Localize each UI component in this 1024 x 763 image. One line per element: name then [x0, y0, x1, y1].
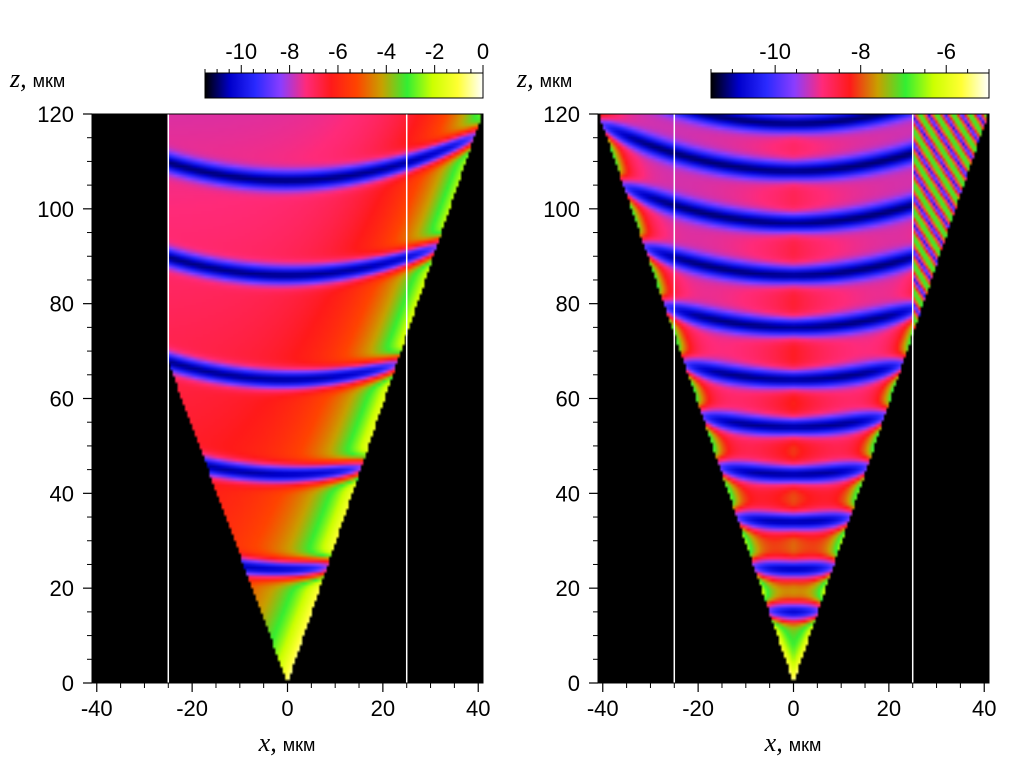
y-tick-label: 0: [568, 671, 580, 696]
x-axis-unit: мкм: [283, 735, 316, 755]
z-axis-unit: мкм: [33, 71, 66, 91]
y-tick-label: 100: [37, 197, 74, 222]
z-axis-variable: z,: [516, 64, 534, 93]
right-heatmap-panel: -40 -20 0 20 40 0 20 40 60 80 100 120 x, мкм z, мкм -10 -…: [516, 39, 996, 757]
colorbar-tick-label: -2: [425, 39, 445, 64]
colorbar-tick-label: -10: [225, 39, 257, 64]
y-tick-label: 20: [50, 576, 74, 601]
y-tick-label: 0: [62, 671, 74, 696]
y-tick-label: 40: [556, 481, 580, 506]
x-tick-label: 40: [466, 696, 490, 721]
y-tick-label: 60: [50, 387, 74, 412]
y-tick-label: 80: [50, 292, 74, 317]
x-tick-label: -40: [81, 696, 113, 721]
colorbar-tick-label: -8: [851, 39, 871, 64]
y-tick-label: 40: [50, 481, 74, 506]
y-tick-label: 20: [556, 576, 580, 601]
colorbar-tick-label: -8: [280, 39, 300, 64]
x-axis-title: x, мкм: [764, 728, 822, 757]
x-axis-variable: x,: [258, 728, 277, 757]
heatmap-raster: [92, 114, 483, 683]
colorbar: [710, 72, 990, 99]
z-axis-unit: мкм: [540, 71, 573, 91]
z-axis-title: z, мкм: [516, 64, 572, 93]
colorbar-tick-label: -6: [328, 39, 348, 64]
y-tick-label: 80: [556, 292, 580, 317]
colorbar-tick-label: -6: [936, 39, 956, 64]
x-axis-title: x, мкм: [258, 728, 316, 757]
colorbar-tick-label: -4: [377, 39, 397, 64]
y-tick-label: 120: [37, 102, 74, 127]
x-axis-variable: x,: [764, 728, 783, 757]
y-tick-label: 60: [556, 387, 580, 412]
heatmap-raster: [598, 114, 989, 683]
x-tick-label: -20: [176, 696, 208, 721]
x-tick-label: -40: [587, 696, 619, 721]
colorbar-tick-label: 0: [477, 39, 489, 64]
z-axis-title: z, мкм: [9, 64, 65, 93]
z-axis-variable: z,: [9, 64, 27, 93]
x-tick-label: -20: [682, 696, 714, 721]
x-tick-label: 0: [281, 696, 293, 721]
y-tick-label: 100: [543, 197, 580, 222]
x-axis-unit: мкм: [789, 735, 822, 755]
x-tick-label: 20: [371, 696, 395, 721]
x-tick-label: 0: [787, 696, 799, 721]
colorbar-tick-label: -10: [759, 39, 791, 64]
colorbar: [204, 72, 484, 99]
y-tick-label: 120: [543, 102, 580, 127]
x-tick-label: 20: [877, 696, 901, 721]
x-tick-label: 40: [972, 696, 996, 721]
